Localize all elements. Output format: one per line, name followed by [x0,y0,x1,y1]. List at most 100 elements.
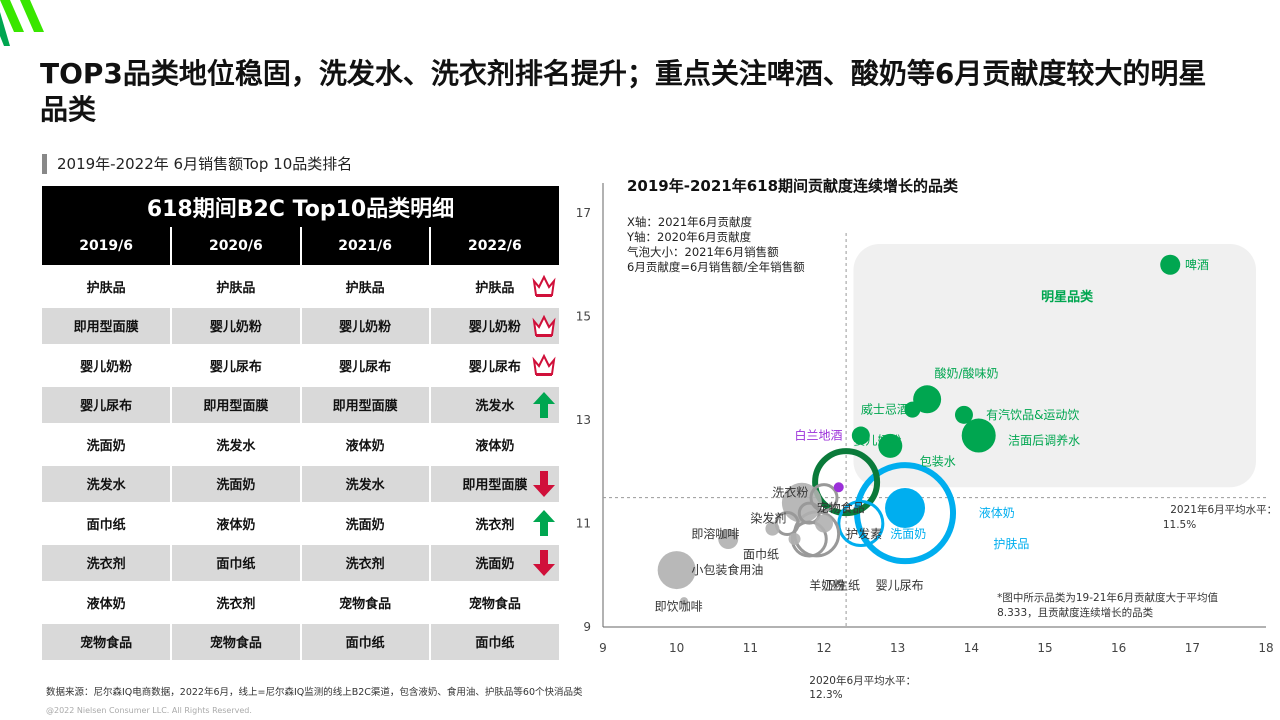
table-row: 液体奶 洗衣剂 宠物食品 宠物食品 [42,581,559,622]
crown-icon [532,314,556,337]
y-average-label-line2: 11.5% [1163,519,1196,531]
bubble-10 [812,448,881,517]
chart-note-line1: *图中所示品类为19-21年6月贡献度大于平均值 [997,591,1218,604]
y-tick-label: 15 [576,310,591,324]
column-header: 2022/6 [428,227,559,267]
chart-note-line2: 8.333，且贡献度连续增长的品类 [997,606,1154,619]
data-label: 白兰地酒 [795,428,843,443]
table-cell: 洗面奶 [42,423,172,464]
table-cell: 洗面奶 [299,502,430,543]
x-tick-label: 14 [964,641,979,655]
table-cell: 洗衣剂 [428,502,559,543]
page-title: TOP3品类地位稳固，洗发水、洗衣剂排名提升；重点关注啤酒、酸奶等6月贡献度较大… [40,57,1207,126]
table-cell: 婴儿尿布 [299,344,430,385]
data-label: 有汽饮品&运动饮 [986,407,1079,422]
data-label: 小包装食用油 [691,562,763,577]
table-cell: 面巾纸 [299,620,430,660]
copyright-text: @2022 Nielsen Consumer LLC. All Rights R… [46,706,252,715]
data-label: 包装水 [920,454,956,468]
bubble-23 [680,597,689,606]
arrow-down-icon [533,549,555,576]
y-tick-label: 13 [576,413,591,427]
bubble-22 [657,551,696,590]
table-cell: 宠物食品 [428,581,559,622]
legend-note: 6月贡献度=6月销售额/全年销售额 [627,260,805,274]
x-tick-label: 18 [1258,641,1273,655]
column-header: 2020/6 [170,227,301,267]
table-cell: 婴儿奶粉 [428,304,559,346]
contribution-bubble-chart: 明星品类 9 10 11 12 13 14 15 16 17 18 9 11 13 15 17 2019年-20… [576,177,1277,700]
top10-category-table: 618期间B2C Top10品类明细 2019/6 2020/6 2021/6 … [42,186,559,660]
x-tick-label: 9 [599,641,607,655]
bubble-14 [797,501,821,525]
bubble-5 [851,426,870,445]
data-label: 护肤品 [993,536,1029,551]
table-cell: 即用型面膜 [42,304,172,346]
table-cell: 液体奶 [428,423,559,464]
legend-note: Y轴：2020年6月贡献度 [626,230,752,244]
data-label: 酸奶/酸味奶 [935,365,999,380]
x-tick-label: 16 [1111,641,1126,655]
table-cell: 即用型面膜 [428,462,559,504]
bubble-3 [954,405,973,424]
table-title: 618期间B2C Top10品类明细 [42,186,559,227]
table-cell: 洗衣剂 [299,541,430,583]
arrow-up-icon [533,391,555,418]
legend-note: X轴：2021年6月贡献度 [627,215,752,229]
bubble-7 [833,482,844,493]
table-cell: 洗发水 [42,462,172,504]
table-cell: 面巾纸 [42,502,172,543]
cell-text: 即用型面膜 [462,478,528,494]
table-row: 婴儿尿布 即用型面膜 即用型面膜 洗发水 [42,383,559,425]
table-cell: 洗面奶 [170,462,301,504]
data-label: 即溶咖啡 [691,526,739,541]
table-cell: 护肤品 [428,265,559,306]
legend-note: 气泡大小：2021年6月销售额 [627,245,779,259]
crown-icon [532,275,556,298]
star-zone-label: 明星品类 [1041,289,1094,305]
crown-icon [532,354,556,377]
column-header: 2019/6 [42,227,172,267]
chart-title: 2019年-2021年618期间贡献度连续增长的品类 [627,177,959,195]
y-tick-label: 17 [576,206,591,220]
cell-text: 婴儿奶粉 [468,320,521,336]
data-label: 洗面奶 [890,527,926,541]
table-row: 洗衣剂 面巾纸 洗衣剂 洗面奶 [42,541,559,583]
table-cell: 婴儿奶粉 [42,344,172,385]
table-cell: 护肤品 [299,265,430,306]
table-row: 护肤品 护肤品 护肤品 护肤品 [42,265,559,306]
data-label: 洗衣粉 [772,484,808,499]
table-cell: 洗面奶 [428,541,559,583]
column-header: 2021/6 [299,227,430,267]
cell-text: 洗衣剂 [475,517,515,533]
table-row: 即用型面膜 婴儿奶粉 婴儿奶粉 婴儿奶粉 [42,304,559,346]
y-tick-label: 11 [576,517,591,531]
table-cell: 即用型面膜 [299,383,430,425]
table-row: 婴儿奶粉 婴儿尿布 婴儿尿布 婴儿尿布 [42,344,559,385]
table-row: 宠物食品 宠物食品 面巾纸 面巾纸 [42,620,559,660]
bubble-1 [913,385,942,414]
table-cell: 婴儿奶粉 [170,304,301,346]
bubble-8 [885,487,926,528]
bubble-0 [1160,254,1181,275]
data-label: 卫生纸 [824,579,860,593]
star-zone [853,244,1256,488]
x-tick-label: 13 [890,641,905,655]
data-label: 婴儿尿布 [876,579,924,593]
table-cell: 宠物食品 [170,620,301,660]
table-cell: 液体奶 [170,502,301,543]
arrow-up-icon [533,510,555,537]
table-cell: 宠物食品 [42,620,172,660]
data-label: 染发剂 [750,510,786,525]
table-cell: 婴儿尿布 [428,344,559,385]
table-cell: 液体奶 [299,423,430,464]
cell-text: 婴儿尿布 [468,359,521,375]
data-label: 洁面后调养水 [1008,433,1080,448]
table-cell: 婴儿尿布 [170,344,301,385]
table-cell: 婴儿尿布 [42,383,172,425]
data-label: 婴儿奶粉 [853,434,901,448]
table-cell: 洗发水 [428,383,559,425]
bubble-11 [837,500,885,547]
nielseniq-logo [0,0,44,46]
x-tick-label: 10 [669,641,684,655]
